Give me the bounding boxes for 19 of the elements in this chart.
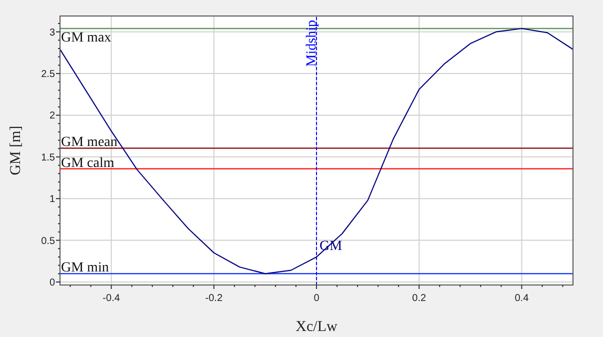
x-tick-label: -0.2 — [205, 293, 223, 304]
ref-line-label: GM calm — [61, 156, 114, 171]
ref-line-label: Midship — [304, 20, 320, 67]
x-tick-label: -0.4 — [102, 293, 120, 304]
y-tick-label: 0.5 — [41, 236, 56, 247]
y-axis-title: GM [m] — [8, 126, 24, 176]
y-tick-label: 1 — [49, 194, 56, 206]
ref-line-label: GM min — [61, 260, 109, 276]
x-tick-label: 0.2 — [412, 293, 426, 304]
ref-line-label: GM mean — [61, 135, 118, 150]
ref-line-label: GM max — [61, 30, 112, 46]
y-tick-label: 1.5 — [41, 152, 56, 164]
y-tick-label: 2.5 — [41, 69, 56, 80]
y-tick-label: 3 — [49, 27, 56, 38]
y-tick-label: 2 — [49, 110, 56, 122]
y-tick-label: 0 — [49, 278, 56, 288]
x-tick-label: 0.4 — [514, 293, 530, 304]
x-axis-title: Xc/Lw — [296, 319, 338, 335]
x-tick-label: 0 — [314, 293, 320, 304]
